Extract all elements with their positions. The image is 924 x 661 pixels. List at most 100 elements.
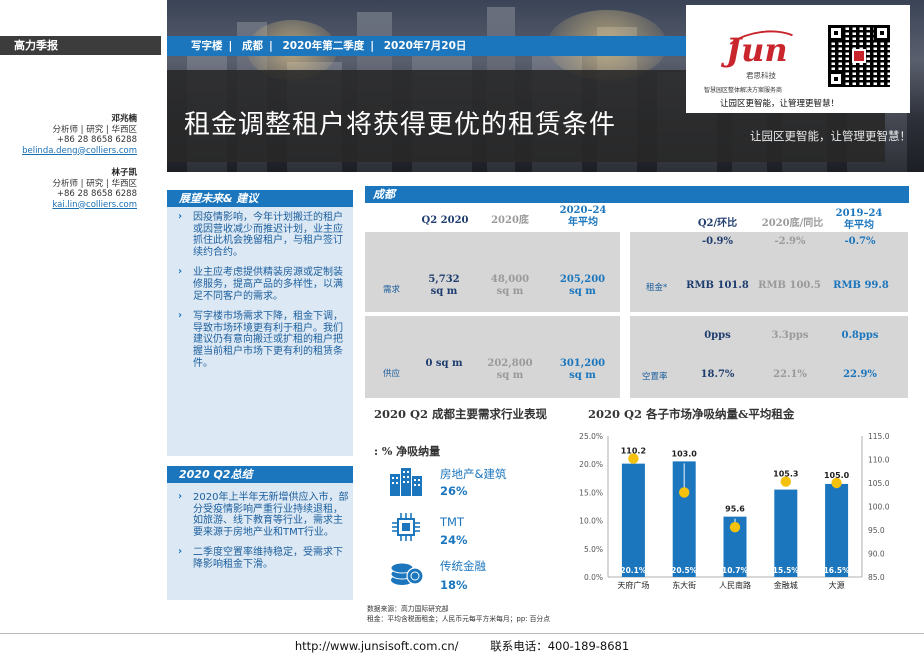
x-tick-label: 大源 (829, 580, 845, 590)
stat-value: RMB 101.8 (686, 280, 749, 291)
supply-stat-box (365, 316, 620, 398)
industry-value: 24% (440, 533, 468, 547)
qr-code-icon (828, 25, 890, 87)
company-logo: Jun (726, 31, 788, 69)
stat-value: RMB 100.5 (758, 280, 821, 291)
col-header-yearend: 2020底 (491, 215, 529, 226)
bar-data-label: 16.5% (824, 566, 851, 575)
logo-slogan: 让园区更智能，让管理更智慧！ (720, 99, 840, 109)
chart-bar (825, 483, 849, 577)
stat-value: RMB 99.8 (833, 280, 889, 291)
industry-subtitle: : % 净吸纳量 (374, 445, 441, 458)
list-item: 因疫情影响，今年计划搬迁的租户或因营收减少而推迟计划，业主应抓住此机会挽留租户，… (175, 211, 349, 258)
contact-email-link[interactable]: kai.lin@colliers.com (52, 199, 137, 210)
stat-value: 22.1% (773, 369, 807, 380)
chart-title: 2020 Q2 各子市场净吸纳量&平均租金 (588, 407, 795, 421)
demand-stat-box (365, 232, 620, 312)
rent-data-label: 105.3 (773, 470, 798, 479)
industry-value: 26% (440, 484, 468, 498)
summary-heading: 2020 Q2总结 (167, 466, 353, 483)
col-header-avg: 2020–24 年平均 (559, 205, 607, 228)
vacancy-stat-box (630, 316, 908, 398)
bar-data-label: 20.5% (671, 566, 698, 575)
y-left-tick-label: 0.0% (584, 573, 603, 582)
contact-role: 分析师 | 研究 | 华西区 (52, 124, 137, 135)
source-note: 数据来源：高力国际研究部 (367, 605, 449, 613)
city-heading: 成都 (365, 186, 909, 203)
y-right-tick-label: 90.0 (868, 550, 885, 559)
outlook-list: 因疫情影响，今年计划搬迁的租户或因营收减少而推迟计划，业主应抓住此机会挽留租户，… (175, 211, 349, 378)
stat-change: 0pps (704, 330, 731, 341)
row-label-demand: 需求 (383, 285, 401, 295)
stat-change: -2.9% (774, 236, 806, 247)
logo-subtitle: 智慧园区整体解决方案服务商 (704, 87, 783, 94)
col-header-q2: Q2 2020 (421, 215, 469, 226)
rent-note: 租金：平均含税面租金；人民币元每平方米每月；pp: 百分点 (367, 615, 551, 623)
list-item: 写字楼市场需求下降，租金下调，导致市场环境更有利于租户。我们建议仍有意向搬迁或扩… (175, 310, 349, 369)
contact-role: 分析师 | 研究 | 华西区 (52, 178, 137, 189)
rent-point (729, 521, 741, 533)
chart-bar (723, 516, 747, 577)
row-label-rent: 租金* (646, 283, 668, 293)
chart-bar (672, 461, 696, 577)
tag-sector: 写字楼 (191, 40, 223, 52)
rent-data-label: 103.0 (672, 449, 698, 458)
x-tick-label: 金融城 (774, 580, 798, 590)
y-left-tick-label: 25.0% (579, 432, 603, 441)
rent-point (780, 476, 791, 487)
building-icon (390, 468, 422, 496)
footer: http://www.junsisoft.com.cn/ 联系电话：400-18… (0, 638, 924, 654)
contact-name: 邓兆楠 (111, 114, 137, 124)
stat-change: 0.8pps (841, 330, 879, 341)
overflow-slogan: 让园区更智能，让管理更智慧！ (750, 129, 911, 143)
footer-phone: 联系电话：400-189-8681 (490, 639, 630, 653)
col-header-qoq: Q2/环比 (697, 218, 738, 229)
y-right-tick-label: 105.0 (868, 479, 890, 488)
coins-icon (390, 562, 424, 585)
submarket-chart: 0.0% 5.0% 10.0% 15.0% 20.0% 25.0% 85.0 90.0 95.0… (579, 432, 890, 590)
row-label-supply: 供应 (383, 369, 401, 379)
footer-url-link[interactable]: http://www.junsisoft.com.cn/ (294, 639, 459, 653)
list-item: 2020年上半年无新增供应入市，部分受疫情影响严重行业持续退租，如旅游、线下教育… (175, 491, 349, 538)
logo-name: 君思科技 (746, 71, 776, 80)
contact-card: 林子凯 分析师 | 研究 | 华西区 +86 28 8658 6288 kai.… (0, 168, 161, 210)
summary-list: 2020年上半年无新增供应入市，部分受疫情影响严重行业持续退租，如旅游、线下教育… (175, 491, 349, 580)
stat-value: 48,000 sq m (490, 274, 530, 297)
x-tick-label: 人民南路 (719, 580, 751, 590)
stat-value: 205,200 sq m (559, 274, 606, 297)
y-left-tick-label: 5.0% (584, 545, 603, 554)
stat-value: 0 sq m (425, 358, 463, 369)
y-right-tick-label: 85.0 (868, 573, 885, 582)
stat-change: 3.3pps (771, 330, 809, 341)
chip-icon (392, 513, 420, 541)
industry-title: 2020 Q2 成都主要需求行业表现 (374, 407, 548, 421)
stat-value: 18.7% (700, 369, 735, 380)
row-label-vacancy: 空置率 (642, 372, 668, 382)
stat-change: -0.7% (844, 236, 876, 247)
contact-phone: +86 28 8658 6288 (56, 189, 137, 199)
y-right-tick-label: 115.0 (868, 432, 890, 441)
report-tag-bar: 写字楼 | 成都 | 2020年第二季度 | 2020年7月20日 (167, 36, 687, 56)
rent-data-label: 105.0 (824, 471, 850, 480)
contact-phone: +86 28 8658 6288 (56, 135, 137, 145)
tag-date: 2020年7月20日 (383, 40, 467, 52)
tag-quarter: 2020年第二季度 (282, 40, 365, 52)
x-tick-label: 天府广场 (617, 580, 649, 590)
industry-name: 传统金融 (440, 559, 486, 573)
y-left-tick-label: 15.0% (579, 488, 603, 497)
stat-value: 5,732 sq m (428, 274, 460, 297)
industry-value: 18% (440, 578, 468, 592)
rent-point (628, 453, 639, 464)
list-item: 二季度空置率维持稳定，受需求下降影响租金下滑。 (175, 546, 349, 570)
bar-data-label: 20.1% (620, 566, 647, 575)
page-title: 租金调整租户将获得更优的租赁条件 (184, 110, 617, 140)
rent-data-label: 110.2 (621, 447, 646, 456)
contact-email-link[interactable]: belinda.deng@colliers.com (22, 145, 137, 156)
rent-point (831, 477, 842, 489)
y-left-tick-label: 20.0% (579, 460, 603, 469)
y-right-tick-label: 100.0 (868, 503, 890, 512)
footnotes: 数据来源：高力国际研究部 租金：平均含税面租金；人民币元每平方米每月；pp: 百… (367, 604, 550, 624)
tag-city: 成都 (242, 40, 263, 52)
chart-bar (621, 463, 645, 577)
